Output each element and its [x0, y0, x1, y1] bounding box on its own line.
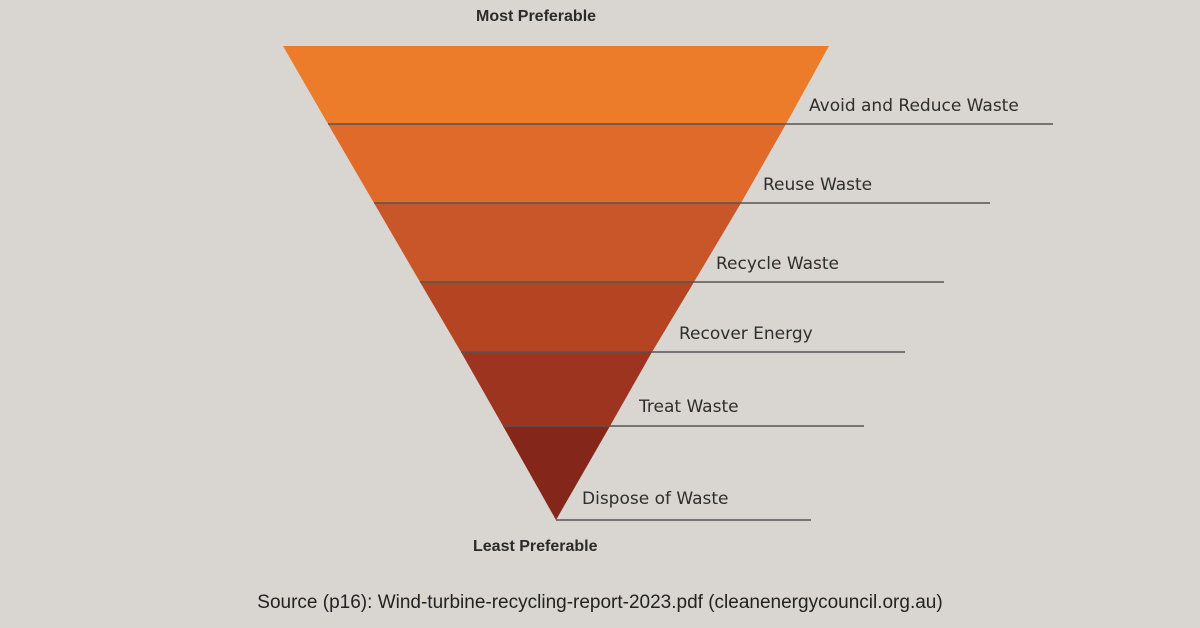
- tier-label-reuse: Reuse Waste: [763, 175, 873, 195]
- tier-label-treat: Treat Waste: [639, 397, 739, 417]
- source-caption: Source (p16): Wind-turbine-recycling-rep…: [257, 592, 943, 613]
- tier-label-recycle: Recycle Waste: [716, 254, 839, 274]
- tier-band-recover-energy: [420, 282, 694, 352]
- tier-label-dispose: Dispose of Waste: [582, 489, 729, 509]
- top-label: Most Preferable: [476, 8, 597, 25]
- tier-band-recycle: [374, 203, 741, 282]
- tier-band-dispose: [503, 426, 610, 520]
- bottom-label: Least Preferable: [473, 538, 598, 555]
- tier-band-treat: [461, 352, 652, 426]
- tier-label-recover-energy: Recover Energy: [679, 324, 813, 344]
- tier-label-avoid-reduce: Avoid and Reduce Waste: [809, 96, 1019, 116]
- tier-band-avoid-reduce: [283, 46, 829, 124]
- tier-band-reuse: [328, 124, 786, 203]
